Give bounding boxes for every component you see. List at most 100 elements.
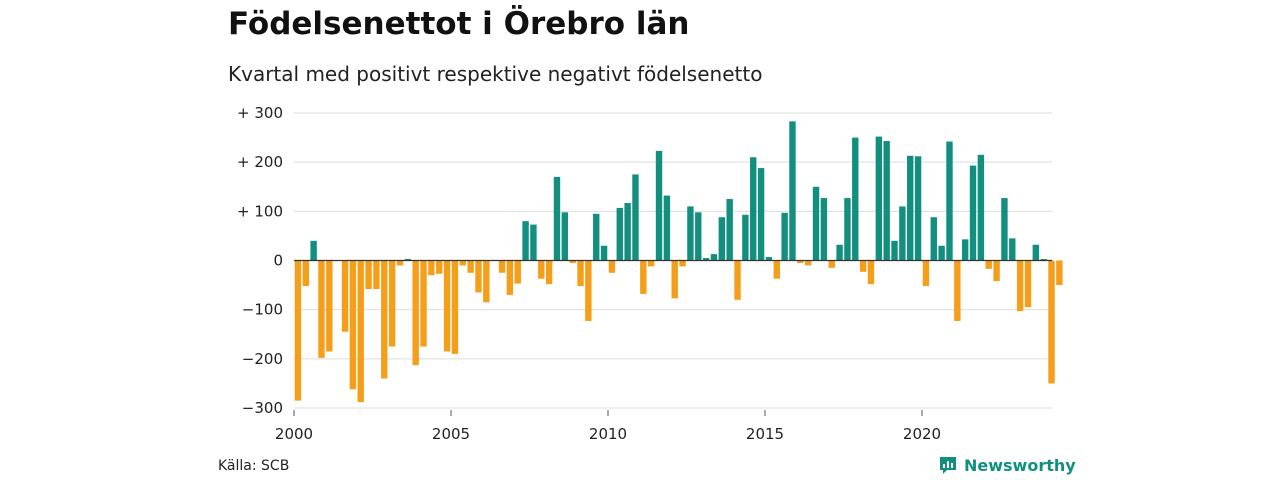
bar-positive: [961, 239, 969, 261]
bar-negative: [349, 260, 357, 390]
bar-negative: [569, 260, 576, 263]
bar-negative: [922, 260, 930, 287]
y-tick-label: −200: [242, 350, 283, 368]
brand-name: Newsworthy: [964, 455, 1076, 475]
bar-positive: [907, 155, 914, 261]
y-tick-label: + 200: [237, 153, 283, 171]
newsworthy-logo-icon: [940, 457, 956, 474]
bar-positive: [1009, 238, 1016, 261]
y-tick-label: + 300: [237, 104, 283, 122]
bar-negative: [954, 260, 961, 321]
bar-positive: [891, 240, 898, 261]
bar-positive: [836, 244, 843, 261]
bar-negative: [797, 260, 804, 263]
bar-positive: [655, 150, 663, 261]
bar-negative: [388, 260, 396, 347]
bar-positive: [553, 176, 561, 261]
bar-negative: [1016, 260, 1024, 312]
bar-positive: [695, 212, 702, 261]
bar-negative: [498, 260, 506, 273]
bar-negative: [506, 260, 514, 295]
bar-positive: [522, 221, 529, 261]
bar-negative: [381, 260, 388, 379]
bar-negative: [773, 260, 780, 279]
x-tick-label: 2020: [903, 425, 941, 443]
bar-positive: [930, 217, 937, 261]
bar-positive: [593, 213, 600, 261]
bar-negative: [545, 260, 553, 285]
bar-negative: [451, 260, 459, 354]
bar-negative: [357, 260, 364, 403]
bar-negative: [475, 260, 482, 293]
bar-negative: [1024, 260, 1032, 308]
bar-negative: [859, 260, 867, 272]
bar-positive: [624, 202, 631, 261]
bar-negative: [294, 260, 302, 401]
bar-negative: [373, 260, 380, 290]
bar-positive: [946, 141, 953, 261]
bar-negative: [647, 260, 655, 267]
bar-positive: [875, 136, 883, 261]
bar-negative: [514, 260, 521, 284]
bar-negative: [443, 260, 451, 352]
y-tick-label: 0: [273, 252, 283, 270]
bar-negative: [679, 260, 686, 267]
bar-positive: [616, 207, 623, 261]
bar-positive: [914, 156, 922, 261]
bar-positive: [632, 174, 639, 261]
bar-positive: [561, 212, 569, 261]
bar-positive: [718, 217, 726, 261]
bar-negative: [640, 260, 647, 294]
bar-positive: [742, 214, 749, 261]
bar-positive: [757, 168, 765, 261]
bar-negative: [828, 260, 835, 268]
bar-negative: [483, 260, 490, 303]
grid-lines: [294, 112, 1052, 409]
bar-positive: [663, 195, 671, 261]
chart-subtitle: Kvartal med positivt respektive negativt…: [228, 62, 763, 86]
bar-positive: [938, 245, 945, 261]
bar-negative: [608, 260, 616, 273]
bar-negative: [396, 260, 404, 266]
bar-negative: [585, 260, 592, 321]
bar-negative: [365, 260, 372, 290]
bar-negative: [985, 260, 992, 269]
y-tick-label: + 100: [237, 202, 283, 220]
bar-negative: [993, 260, 1000, 282]
bar-negative: [459, 260, 466, 266]
bar-positive: [820, 198, 828, 261]
bar-negative: [1056, 260, 1063, 286]
bar-negative: [341, 260, 349, 332]
source-note: Källa: SCB: [218, 458, 290, 474]
bar-positive: [812, 186, 820, 261]
bar-negative: [538, 260, 545, 279]
bar-positive: [726, 199, 733, 261]
x-tick-label: 2015: [746, 425, 784, 443]
bar-negative: [467, 260, 474, 273]
bar-positive: [852, 137, 859, 261]
bar-negative: [420, 260, 427, 347]
x-tick-label: 2005: [432, 425, 470, 443]
bar-positive: [600, 245, 608, 261]
chart-title: Födelsenettot i Örebro län: [228, 6, 690, 42]
bar-positive: [310, 240, 317, 261]
bar-negative: [804, 260, 812, 266]
bar-positive: [530, 224, 537, 261]
bar-negative: [412, 260, 419, 366]
x-axis: 2000 2005 2010 2015 2020: [275, 410, 941, 443]
brand-logo[interactable]: Newsworthy: [938, 455, 1076, 475]
bar-positive: [883, 141, 890, 261]
bar-positive: [1001, 198, 1008, 261]
bar-negative: [577, 260, 584, 287]
bar-negative: [1048, 260, 1055, 384]
bar-negative: [671, 260, 678, 299]
bar-negative: [734, 260, 741, 300]
x-tick-label: 2000: [275, 425, 313, 443]
bar-positive: [899, 206, 906, 261]
bar-negative: [326, 260, 333, 352]
bar-positive: [750, 157, 757, 261]
bar-positive: [1040, 259, 1047, 261]
bar-positive: [1032, 244, 1040, 261]
x-tick-label: 2010: [589, 425, 627, 443]
